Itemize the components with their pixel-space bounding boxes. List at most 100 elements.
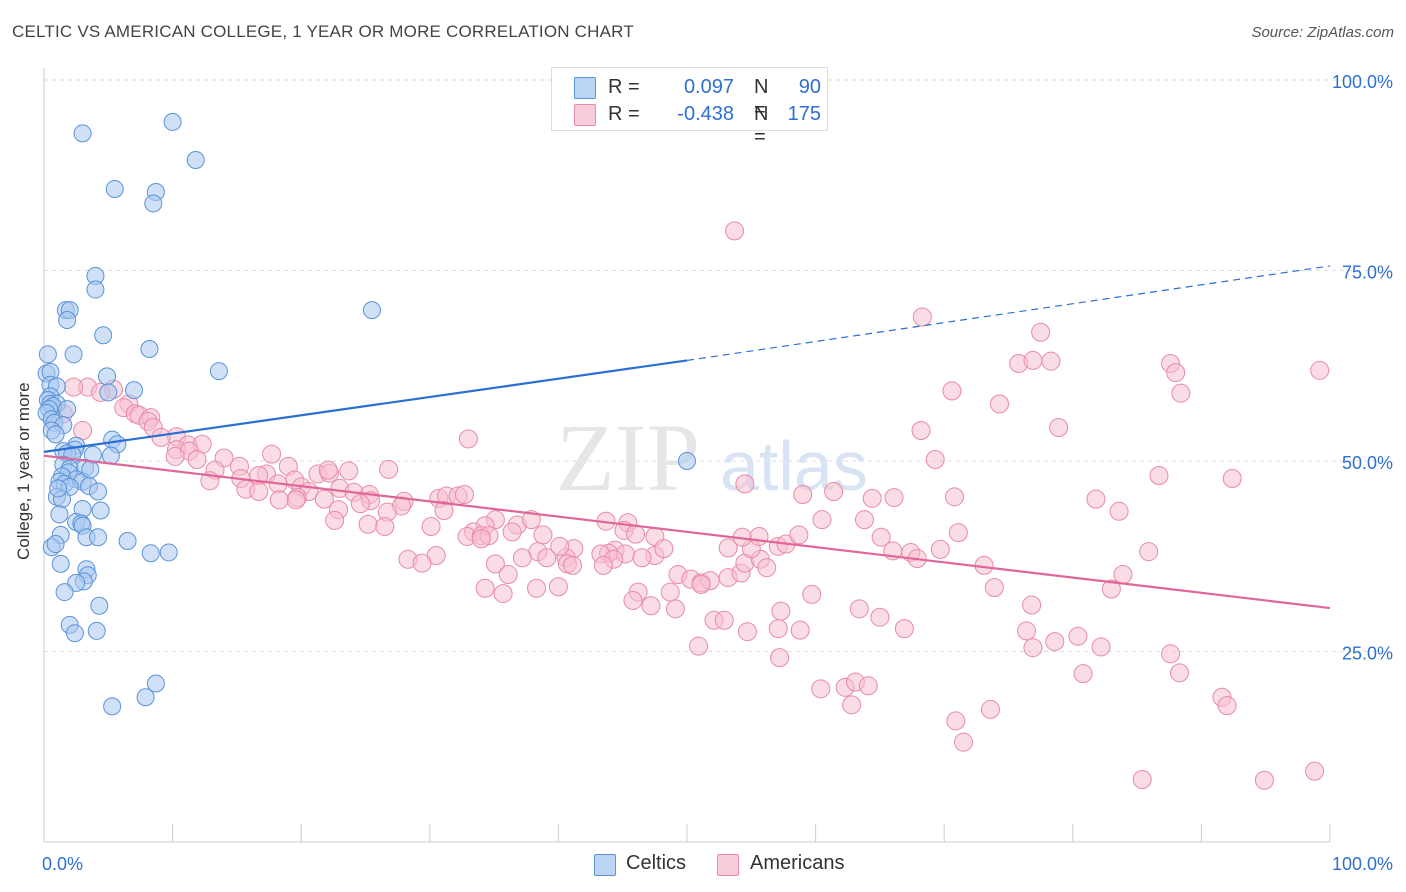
legend-r-label: R = [608,76,640,98]
americans-point [930,539,950,559]
americans-point [286,490,306,510]
americans-point [984,577,1004,597]
celtics-point [73,124,92,143]
celtics-point [64,345,83,364]
celtics-point [90,596,109,615]
celtics-point [136,688,155,707]
celtics-point [55,583,74,602]
americans-point [1166,363,1186,383]
americans-point [1132,770,1152,790]
americans-point [1170,663,1190,683]
americans-point [421,517,441,537]
watermark: ZIP atlas [556,404,868,511]
americans-point [691,574,711,594]
americans-point [862,488,882,508]
americans-point [563,555,583,575]
y-tick-label: 25.0% [1342,644,1393,664]
americans-point [269,490,289,510]
americans-swatch [574,104,596,126]
celtics-point [58,400,77,419]
celtics-point [87,621,106,640]
americans-point [358,514,378,534]
americans-point [1113,565,1133,585]
celtics-point [46,425,65,444]
americans-point [1041,351,1061,371]
americans-point [824,481,844,501]
americans-point [1139,542,1159,562]
americans-point [1023,350,1043,370]
americans-point [660,582,680,602]
americans-point [350,494,370,514]
celtics-swatch [574,77,596,99]
americans-point [870,607,890,627]
americans-point [884,488,904,508]
americans-point [925,449,945,469]
americans-trend-line [43,454,1331,610]
americans-point [737,622,757,642]
celtics-point [144,194,163,213]
celtics-points [37,112,696,716]
americans-point [858,676,878,696]
americans-point [1073,664,1093,684]
legend-r-value: 0.097 [683,76,734,98]
americans-point [1049,417,1069,437]
americans-point [1310,360,1330,380]
americans-point [493,584,513,604]
celtics-point [159,543,178,562]
americans-point [912,307,932,327]
americans-point [768,619,788,639]
americans-point [1045,632,1065,652]
celtics-point [141,544,160,563]
americans-point [375,517,395,537]
celtics-point [209,362,228,381]
americans-point [485,554,505,574]
americans-point [512,548,532,568]
celtics-point [103,697,122,716]
americans-point [654,539,674,559]
americans-point [942,381,962,401]
americans-point [953,732,973,752]
celtics-point [49,479,68,498]
correlation-legend: R = 0.097 N = 90 R = -0.438 N = 175 [551,67,828,148]
americans-point [1091,637,1111,657]
legend-r-label: R = [608,103,640,125]
americans-point [714,610,734,630]
americans-point [1222,469,1242,489]
americans-point [379,459,399,479]
americans-point [849,599,869,619]
americans-point [187,449,207,469]
americans-point [537,548,557,568]
y-tick-label: 75.0% [1342,263,1393,283]
americans-point [623,590,643,610]
celtics-point [105,179,124,198]
americans-point [593,555,613,575]
americans-point [802,584,822,604]
americans-point [894,619,914,639]
americans-point [1068,626,1088,646]
celtics-point [678,452,696,470]
americans-point [665,599,685,619]
americans-point [434,501,454,521]
source-note: Source: ZipAtlas.com [1251,24,1394,41]
americans-point [1217,696,1237,716]
celtics-point [81,460,100,479]
celtics-legend-swatch [594,854,616,876]
americans-point [811,679,831,699]
americans-point [632,548,652,568]
celtics-point [65,624,84,643]
americans-point [911,421,931,441]
americans-point [550,536,570,556]
celtics-trend-line [43,359,688,453]
americans-point [1031,322,1051,342]
tick-labels: 25.0% 50.0% 75.0% 100.0% 0.0% 100.0% [42,72,1393,874]
americans-point [641,596,661,616]
americans-legend-swatch [717,854,739,876]
celtics-point [98,367,117,386]
americans-point [1149,465,1169,485]
americans-point [498,565,518,585]
americans-point [948,523,968,543]
americans-point [735,474,755,494]
legend-n-label: N = [754,103,769,148]
americans-legend-label: Americans [750,852,845,874]
